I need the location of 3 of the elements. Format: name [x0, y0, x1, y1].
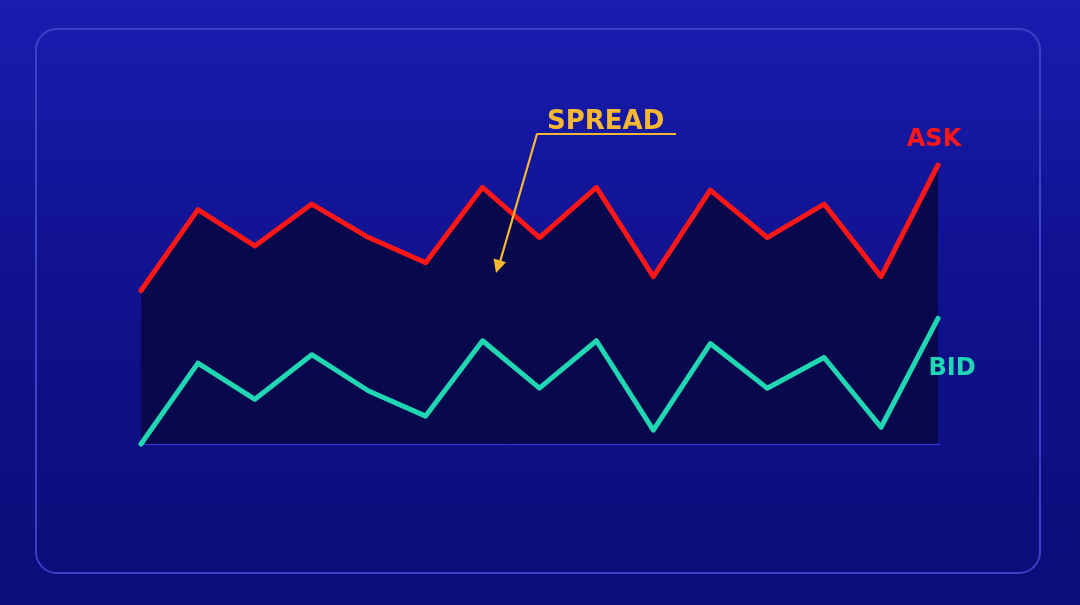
text: SPREAD	[547, 105, 665, 135]
series-label: ASK	[906, 124, 963, 152]
series-label: BID	[928, 353, 976, 382]
